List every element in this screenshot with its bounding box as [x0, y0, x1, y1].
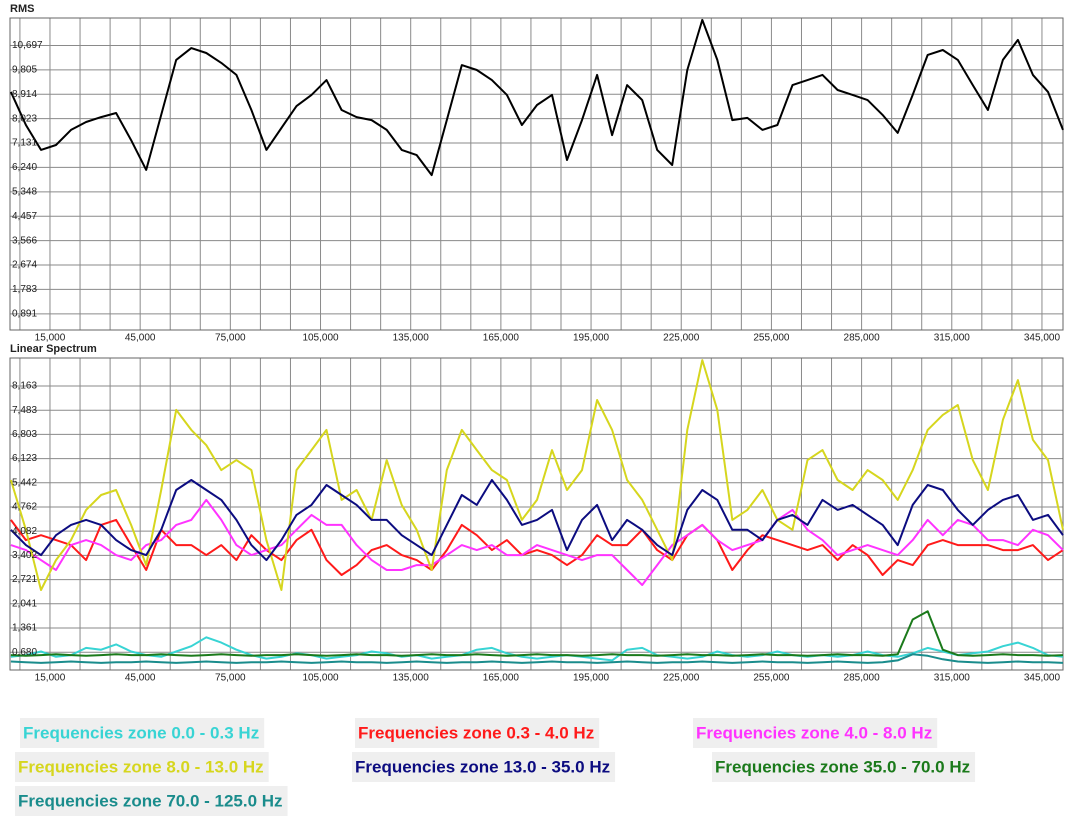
legend-bg [15, 752, 269, 782]
data-line [10, 518, 1064, 576]
y-tick-label: 9,805 [12, 65, 37, 76]
x-tick-label: 255,000 [753, 673, 790, 684]
x-tick-label: 105,000 [302, 333, 339, 344]
x-tick-label: 195,000 [573, 333, 610, 344]
legend-bg [355, 718, 600, 748]
legend-bg [712, 752, 976, 782]
legend-bg [20, 718, 265, 748]
x-tick-label: 75,000 [215, 333, 246, 344]
y-tick-label: 4,762 [12, 502, 37, 513]
y-tick-label: 2,674 [12, 260, 37, 271]
x-tick-label: 165,000 [483, 673, 520, 684]
legend-bg [693, 718, 938, 748]
y-tick-label: 6,240 [12, 162, 37, 173]
legend-label: Frequencies zone 13.0 - 35.0 Hz [355, 757, 610, 776]
y-tick-label: 1,361 [12, 623, 37, 634]
legend-bg [352, 752, 616, 782]
data-line [9, 359, 1064, 591]
legend-label: Frequencies zone 35.0 - 70.0 Hz [715, 757, 970, 776]
y-tick-label: 7,131 [12, 138, 37, 149]
y-tick-label: 4,457 [12, 211, 37, 222]
y-tick-label: 0,680 [12, 647, 37, 658]
x-tick-label: 255,000 [753, 333, 790, 344]
y-tick-label: 0,891 [12, 308, 37, 319]
plot-frame [9, 357, 1064, 671]
legend-label: Frequencies zone 8.0 - 13.0 Hz [18, 757, 264, 776]
x-tick-label: 45,000 [125, 673, 156, 684]
x-tick-label: 135,000 [393, 673, 430, 684]
y-tick-label: 1,783 [12, 284, 37, 295]
y-tick-label: 5,348 [12, 186, 37, 197]
y-tick-label: 10,697 [12, 40, 43, 51]
y-tick-label: 3,566 [12, 235, 37, 246]
y-tick-label: 2,041 [12, 598, 37, 609]
x-tick-label: 135,000 [393, 333, 430, 344]
x-tick-label: 315,000 [934, 673, 971, 684]
data-line [10, 653, 1064, 664]
x-tick-label: 45,000 [125, 333, 156, 344]
data-line [10, 498, 1064, 586]
legend-bg [15, 786, 288, 816]
x-tick-label: 345,000 [1024, 673, 1061, 684]
y-tick-label: 6,803 [12, 429, 37, 440]
y-tick-label: 7,483 [12, 405, 37, 416]
y-tick-label: 5,442 [12, 477, 37, 488]
x-tick-label: 15,000 [35, 333, 66, 344]
x-tick-label: 105,000 [302, 673, 339, 684]
legend-label: Frequencies zone 4.0 - 8.0 Hz [696, 723, 932, 742]
x-tick-label: 165,000 [483, 333, 520, 344]
legend-label: Frequencies zone 0.3 - 4.0 Hz [358, 723, 594, 742]
y-tick-label: 4,082 [12, 526, 37, 537]
y-tick-label: 8,023 [12, 113, 37, 124]
y-tick-label: 3,402 [12, 550, 37, 561]
y-tick-label: 6,123 [12, 453, 37, 464]
y-tick-label: 2,721 [12, 574, 37, 585]
data-line [10, 610, 1064, 657]
x-tick-label: 15,000 [35, 673, 66, 684]
x-tick-label: 225,000 [663, 333, 700, 344]
chart-title: RMS [10, 3, 34, 15]
x-tick-label: 195,000 [573, 673, 610, 684]
x-tick-label: 285,000 [844, 333, 881, 344]
x-tick-label: 285,000 [844, 673, 881, 684]
x-tick-label: 345,000 [1024, 333, 1061, 344]
legend-label: Frequencies zone 0.0 - 0.3 Hz [23, 723, 259, 742]
data-line [9, 18, 1064, 177]
legend-label: Frequencies zone 70.0 - 125.0 Hz [18, 791, 283, 810]
x-tick-label: 225,000 [663, 673, 700, 684]
x-tick-label: 315,000 [934, 333, 971, 344]
y-tick-label: 8,914 [12, 89, 37, 100]
plot-frame [9, 17, 1064, 331]
y-tick-label: 8,163 [12, 381, 37, 392]
data-line [10, 479, 1064, 562]
x-tick-label: 75,000 [215, 673, 246, 684]
chart-title: Linear Spectrum [10, 343, 97, 355]
